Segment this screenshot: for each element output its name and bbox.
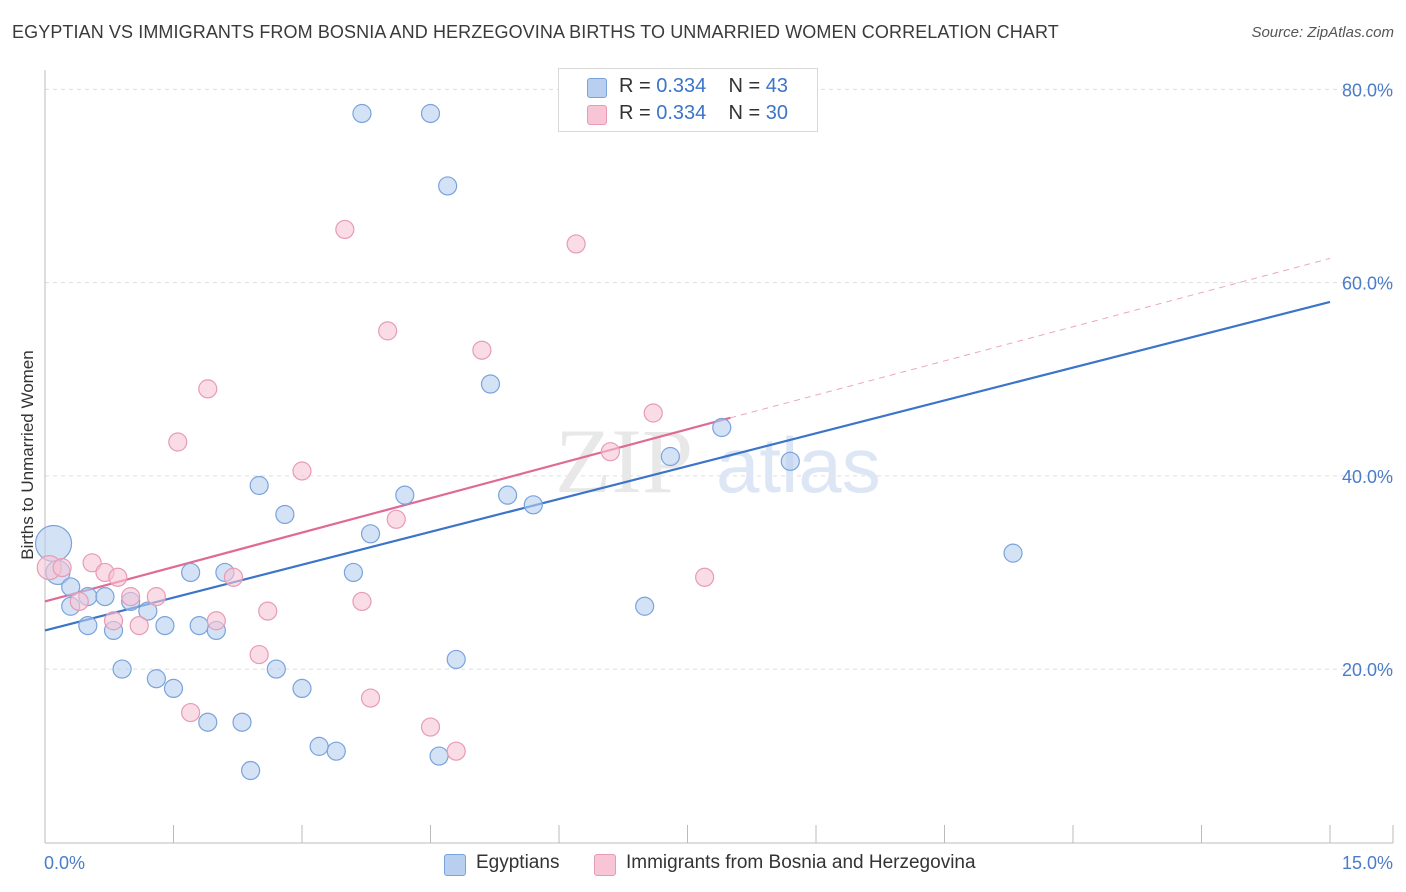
point-bosnia (168, 432, 188, 452)
point-egyptians (292, 678, 312, 699)
point-egyptians (112, 659, 132, 679)
point-bosnia (600, 442, 621, 462)
legend-r-label: R = (619, 102, 657, 124)
point-egyptians (523, 495, 543, 515)
y-tick-label: 60.0% (1342, 274, 1393, 294)
y-tick-label: 20.0% (1342, 660, 1393, 680)
point-bosnia (352, 591, 372, 612)
point-egyptians (275, 504, 295, 525)
point-egyptians (146, 669, 166, 689)
point-egyptians (712, 417, 732, 438)
point-bosnia (198, 379, 218, 399)
point-egyptians (420, 103, 441, 124)
point-egyptians (326, 741, 346, 761)
chart-title: EGYPTIAN VS IMMIGRANTS FROM BOSNIA AND H… (12, 22, 1059, 42)
point-bosnia (108, 567, 128, 587)
point-egyptians (635, 596, 655, 616)
point-egyptians (360, 524, 381, 544)
y-tick-label: 80.0% (1342, 80, 1393, 100)
point-egyptians (498, 485, 518, 505)
x-tick-label-max: 15.0% (1342, 853, 1393, 873)
point-bosnia (206, 611, 226, 631)
point-egyptians (343, 562, 363, 583)
point-bosnia (82, 553, 102, 573)
point-egyptians (249, 475, 269, 496)
point-bosnia (566, 234, 586, 254)
x-tick-label-min: 0.0% (44, 853, 85, 873)
data-points (34, 103, 1023, 781)
point-bosnia (446, 741, 466, 761)
axes: 20.0% 40.0% 60.0% 80.0% (44, 70, 1394, 844)
legend-n-value: 43 (765, 75, 789, 97)
point-egyptians (395, 485, 415, 505)
point-egyptians (309, 736, 329, 756)
point-bosnia (52, 558, 72, 578)
chart-source: Source: ZipAtlas.com (1251, 24, 1394, 41)
point-egyptians (138, 601, 158, 621)
point-egyptians (352, 103, 372, 124)
point-egyptians (438, 176, 458, 196)
legend-n-label: N = (728, 75, 766, 97)
legend-r-value: 0.334 (656, 75, 707, 97)
point-egyptians (660, 446, 680, 467)
point-egyptians (429, 746, 449, 766)
point-bosnia (472, 340, 492, 360)
point-bosnia (249, 644, 269, 665)
point-bosnia (292, 461, 312, 481)
y-tick-label: 40.0% (1342, 467, 1393, 487)
point-egyptians (780, 451, 800, 471)
point-bosnia (695, 567, 715, 587)
legend-swatch-blue (587, 78, 607, 98)
point-bosnia (420, 717, 441, 737)
point-egyptians (155, 615, 175, 636)
point-egyptians (266, 659, 286, 679)
point-bosnia (643, 403, 663, 423)
legend-n-value: 30 (765, 102, 789, 124)
bottom-legend-label: Egyptians (476, 852, 560, 873)
point-egyptians (198, 712, 218, 732)
legend-top: R = 0.334 N = 43 R = 0.334 N = 30 (558, 68, 818, 132)
point-bosnia (181, 702, 201, 723)
point-egyptians (95, 587, 115, 607)
point-egyptians (480, 374, 501, 394)
point-egyptians (1003, 543, 1023, 563)
point-bosnia (360, 688, 381, 708)
point-bosnia (129, 615, 149, 636)
point-egyptians (78, 615, 98, 636)
grid-lines (45, 88, 1393, 670)
point-bosnia (121, 587, 141, 607)
point-bosnia (69, 591, 89, 612)
point-bosnia (103, 611, 124, 631)
point-egyptians (181, 562, 201, 583)
trend-line-egyptians (44, 300, 1331, 632)
point-egyptians (241, 760, 261, 781)
point-bosnia (378, 321, 398, 341)
point-egyptians (189, 615, 209, 636)
legend-r-value: 0.334 (656, 102, 707, 124)
point-egyptians (163, 678, 184, 699)
point-bosnia (223, 567, 244, 587)
bottom-legend-swatch-pink (594, 854, 616, 876)
legend-r-label: R = (619, 75, 657, 97)
point-bosnia (258, 601, 278, 621)
bottom-legend-swatch-blue (444, 854, 466, 876)
y-axis-label: Births to Unmarried Women (18, 350, 37, 559)
trend-line-bosnia-dashed (730, 257, 1331, 419)
point-egyptians (446, 649, 466, 670)
legend-n-label: N = (728, 102, 766, 124)
point-bosnia (386, 509, 406, 529)
legend-swatch-pink (587, 105, 607, 125)
point-bosnia (146, 587, 166, 607)
point-egyptians (61, 577, 81, 597)
bottom-legend-label: Immigrants from Bosnia and Herzegovina (626, 852, 976, 873)
point-egyptians (232, 712, 252, 732)
point-bosnia (335, 219, 355, 240)
